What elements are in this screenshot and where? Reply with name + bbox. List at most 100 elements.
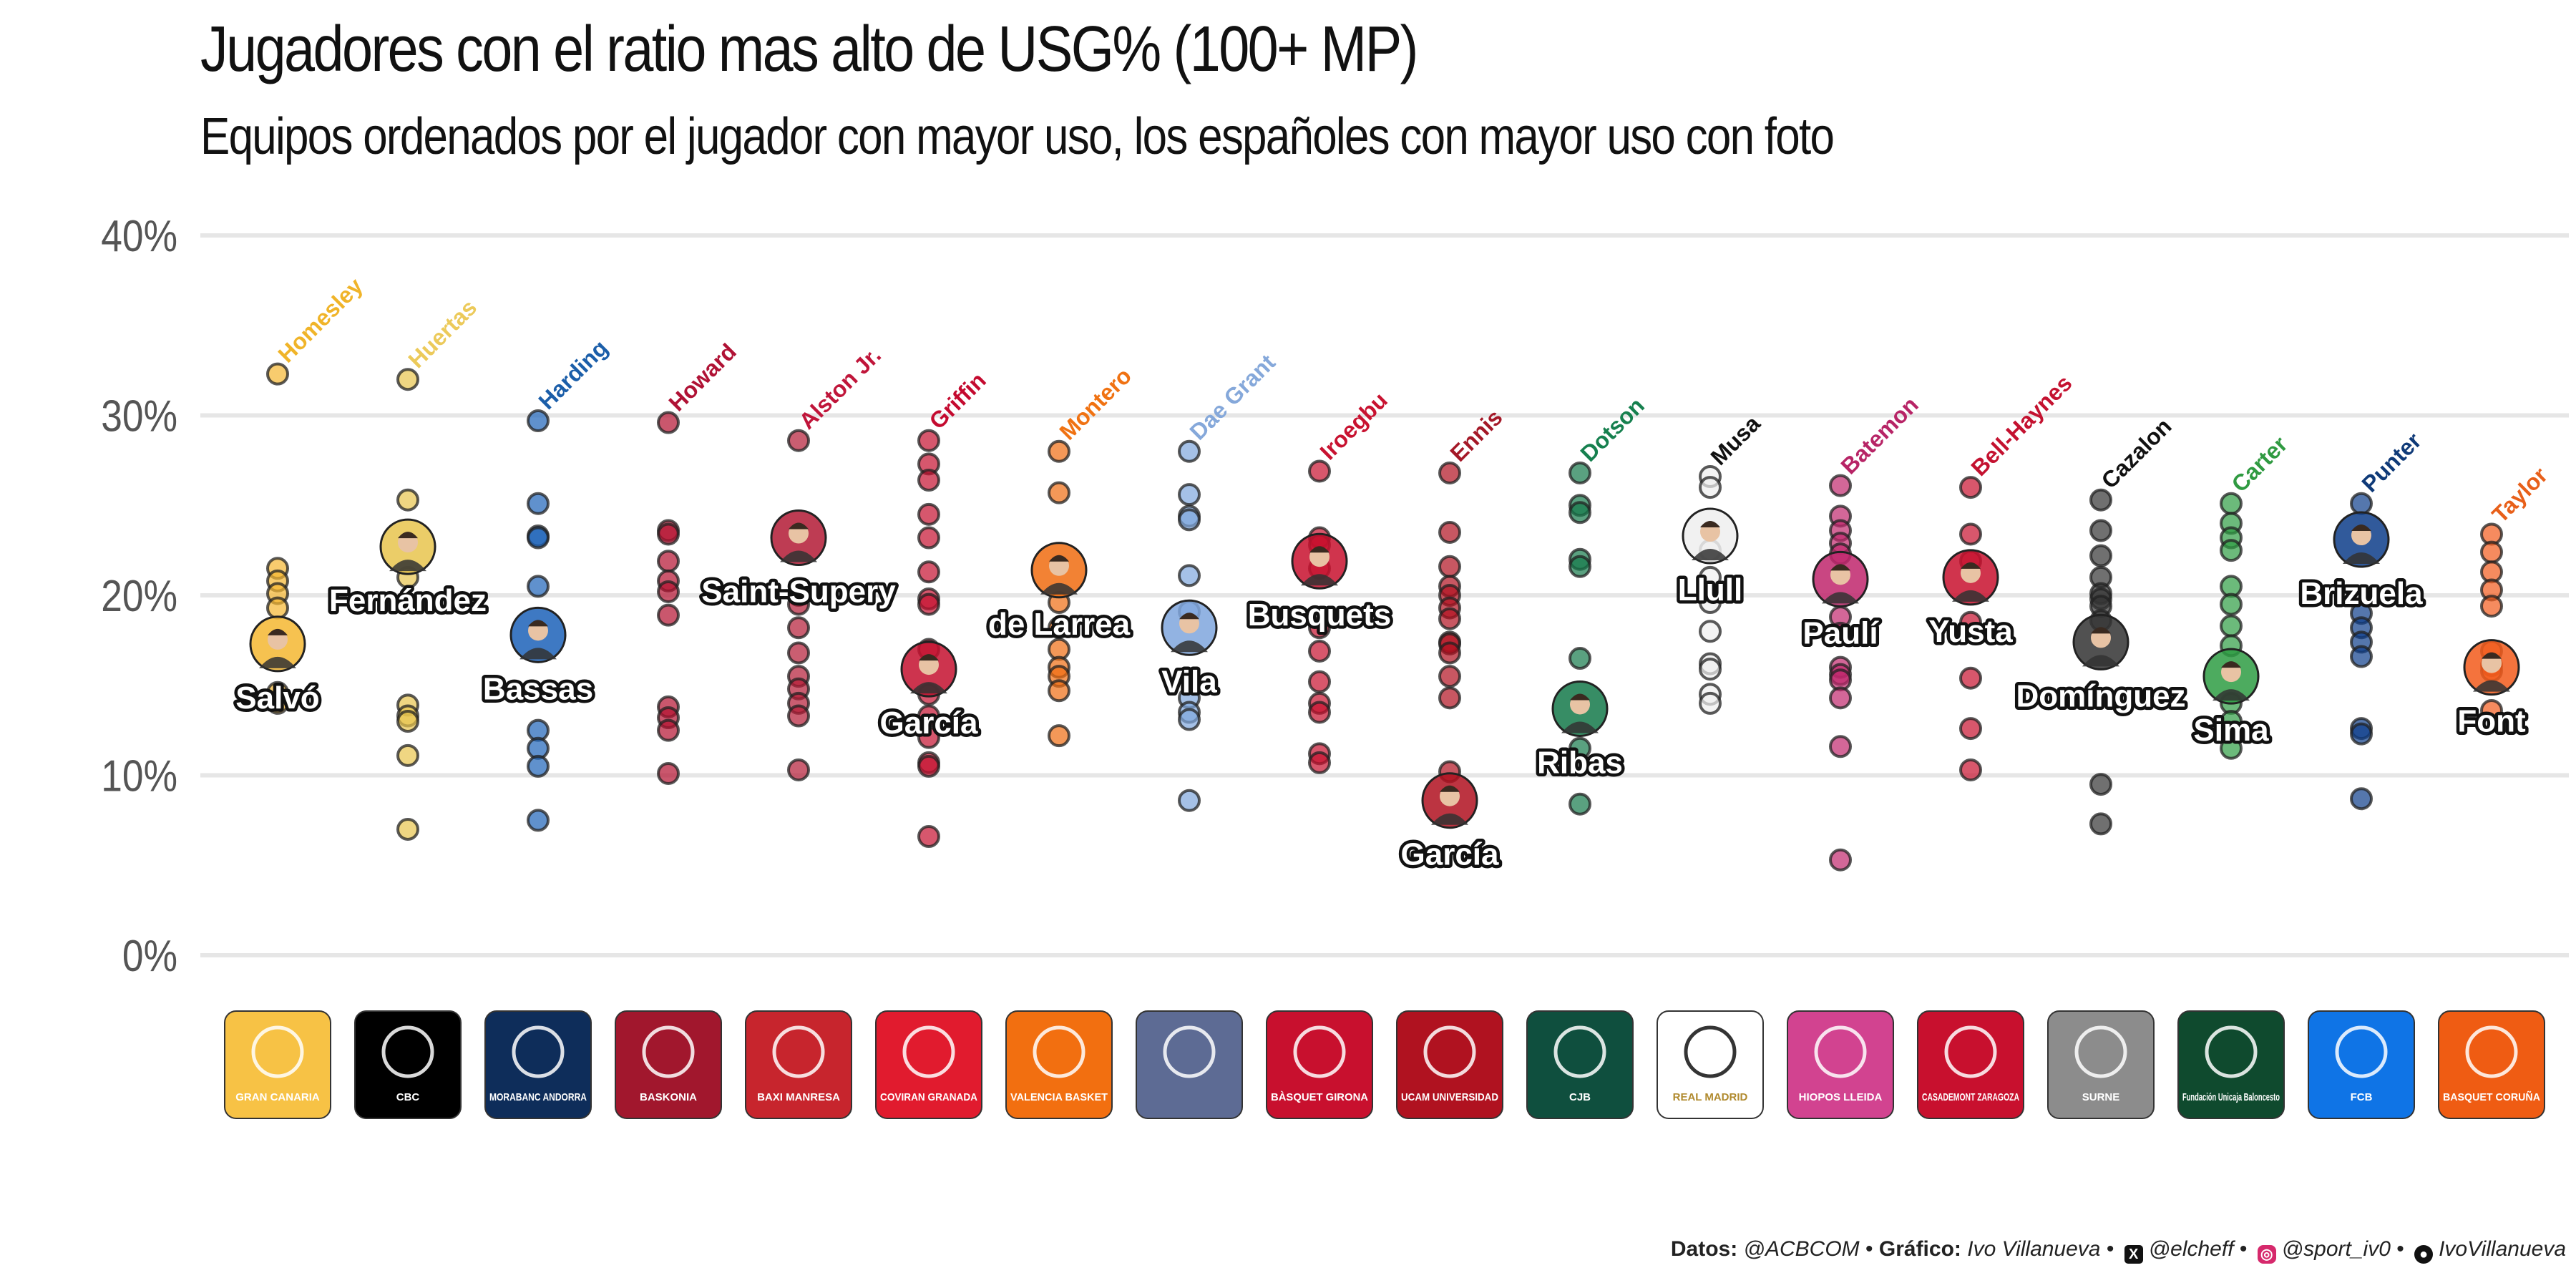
data-point xyxy=(266,691,289,715)
data-point xyxy=(2089,773,2112,796)
team-logo: UCAM UNIVERSIDAD xyxy=(1396,1010,1503,1119)
data-point xyxy=(2089,544,2112,567)
data-point xyxy=(917,726,940,749)
data-point xyxy=(1178,564,1201,587)
top-player-label: Harding xyxy=(533,335,613,414)
data-point xyxy=(2220,736,2243,760)
github-icon: ● xyxy=(2414,1245,2434,1264)
data-point xyxy=(396,817,419,841)
data-point xyxy=(1438,686,1461,710)
data-point xyxy=(527,526,550,550)
player-photo-name: Paulí xyxy=(1802,615,1879,650)
data-point xyxy=(917,592,940,616)
team-logo-text: BASKONIA xyxy=(640,1091,697,1103)
player-photo xyxy=(1682,507,1739,565)
data-point xyxy=(1829,686,1852,710)
data-point xyxy=(917,502,940,526)
data-point xyxy=(1048,439,1070,463)
player-photo-name: García xyxy=(880,706,979,741)
data-point xyxy=(1178,483,1201,507)
y-tick-label: 10% xyxy=(101,752,177,801)
data-point xyxy=(657,718,680,742)
data-point xyxy=(917,429,940,452)
data-point xyxy=(657,580,680,603)
data-point xyxy=(1438,555,1461,578)
data-point xyxy=(787,641,810,665)
y-tick-label: 20% xyxy=(101,572,177,621)
caption-instagram-handle[interactable]: @sport_iv0 xyxy=(2281,1237,2391,1261)
data-point xyxy=(1438,607,1461,630)
player-photo-name: de Larrea xyxy=(988,607,1131,642)
top-player-label: Montero xyxy=(1054,363,1136,445)
data-point xyxy=(2220,592,2243,616)
team-logo: GRAN CANARIA xyxy=(224,1010,331,1119)
data-point xyxy=(1048,724,1070,748)
player-photo xyxy=(1421,772,1478,829)
caption-x-handle[interactable]: @elcheff xyxy=(2148,1237,2234,1261)
caption-github-handle[interactable]: IvoVillanueva xyxy=(2439,1237,2566,1261)
team-logo-text: FCB xyxy=(2351,1091,2373,1103)
player-photo xyxy=(509,606,567,663)
player-photo-name: Domínguez xyxy=(2016,678,2185,713)
data-point xyxy=(1829,474,1852,497)
data-point xyxy=(527,409,550,433)
top-player-label: Dae Grant xyxy=(1184,349,1280,445)
data-point xyxy=(2350,645,2373,668)
data-point xyxy=(396,368,419,391)
data-point xyxy=(1308,639,1331,663)
data-point xyxy=(1959,522,1982,546)
player-photo xyxy=(379,518,436,575)
player-photo-name: Yusta xyxy=(1928,614,2013,649)
data-point xyxy=(1959,476,1982,499)
player-photo-name: Llull xyxy=(1678,572,1742,608)
team-logo-text: BÀSQUET GIRONA xyxy=(1271,1091,1368,1103)
player-photo xyxy=(1161,599,1218,656)
top-player-label: Alston Jr. xyxy=(794,342,886,434)
data-point xyxy=(917,754,940,778)
data-point xyxy=(1959,610,1982,634)
data-point xyxy=(1308,751,1331,774)
player-photo xyxy=(1551,680,1609,737)
team-logo: BASKONIA xyxy=(615,1010,722,1119)
data-point xyxy=(1178,508,1201,532)
data-point xyxy=(1438,641,1461,665)
data-point xyxy=(1568,736,1591,760)
team-logo-text: MORABANC ANDORRA xyxy=(489,1091,587,1103)
data-point xyxy=(1308,459,1331,483)
team-logo: HIOPOS LLEIDA xyxy=(1787,1010,1894,1119)
top-player-label: Musa xyxy=(1705,411,1765,470)
data-point xyxy=(1308,670,1331,693)
player-photo xyxy=(249,615,306,673)
data-point xyxy=(787,704,810,728)
data-point xyxy=(1699,658,1722,681)
data-point xyxy=(657,761,680,785)
player-photo-name: Bassas xyxy=(483,671,593,706)
data-point xyxy=(1568,555,1591,578)
team-logo-text: BAXI MANRESA xyxy=(757,1091,840,1103)
data-point xyxy=(2089,812,2112,836)
player-photo-name: Ribas xyxy=(1537,745,1623,780)
team-logo: FCB xyxy=(2308,1010,2415,1119)
chart-title: Jugadores con el ratio mas alto de USG% … xyxy=(200,14,1418,85)
data-point xyxy=(1048,481,1070,504)
data-point xyxy=(657,411,680,434)
data-point xyxy=(657,522,680,546)
data-point xyxy=(787,592,810,616)
team-logo: REAL MADRID xyxy=(1657,1010,1764,1119)
data-point xyxy=(2089,488,2112,512)
data-point xyxy=(2220,492,2243,515)
data-point xyxy=(1829,621,1852,645)
player-photo xyxy=(1030,542,1088,599)
data-point xyxy=(1048,616,1070,640)
player-photo-name: Font xyxy=(2457,704,2526,739)
data-point xyxy=(2350,492,2373,515)
player-photo xyxy=(2333,511,2390,568)
data-point xyxy=(1568,792,1591,816)
team-logo: VALENCIA BASKET xyxy=(1005,1010,1113,1119)
data-point xyxy=(917,526,940,550)
data-point xyxy=(917,560,940,584)
top-player-label: Punter xyxy=(2356,428,2426,497)
data-point xyxy=(1699,691,1722,715)
data-point xyxy=(2089,519,2112,542)
